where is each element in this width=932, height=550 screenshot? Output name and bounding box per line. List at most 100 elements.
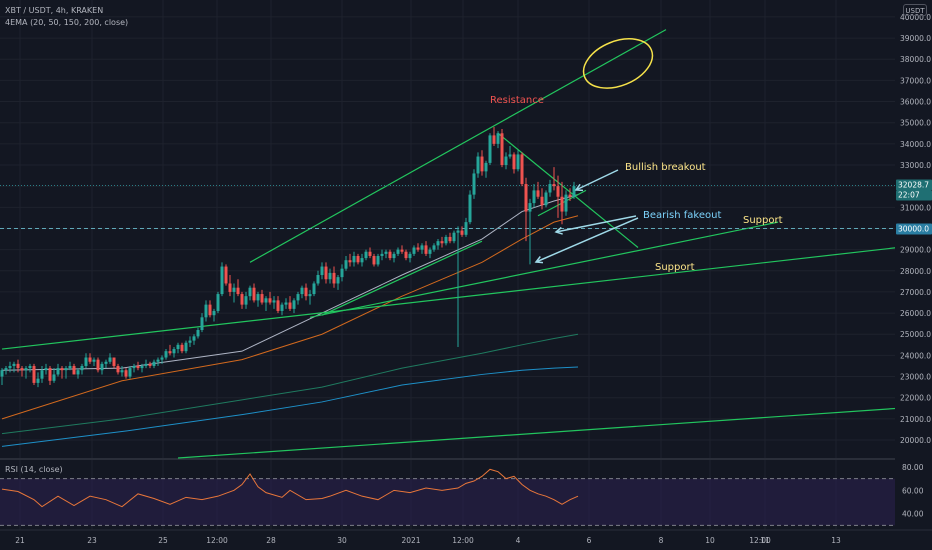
candle-body <box>108 357 112 362</box>
candle <box>160 355 164 364</box>
candle <box>280 302 284 316</box>
candle-body <box>364 251 368 259</box>
candle-body <box>360 258 364 263</box>
badge-text: 22:07 <box>898 191 920 200</box>
candle <box>96 357 100 373</box>
candles[interactable] <box>0 126 576 388</box>
candle-body <box>560 196 564 212</box>
candle <box>40 365 44 383</box>
candle <box>332 266 336 288</box>
candle-body <box>352 255 356 263</box>
candle-body <box>544 192 548 206</box>
arrow-head <box>534 256 544 264</box>
candle <box>8 361 12 373</box>
candle-body <box>124 370 128 377</box>
candle <box>32 363 36 386</box>
candle-body <box>292 300 296 309</box>
candle <box>380 249 384 261</box>
candle <box>420 243 424 254</box>
candle-body <box>388 251 392 259</box>
candle-body <box>372 255 376 265</box>
candle <box>472 169 476 199</box>
candle <box>140 363 144 373</box>
price-tick-label: 20000.0 <box>900 436 931 445</box>
candle <box>476 152 480 178</box>
candle <box>284 298 288 309</box>
candle-body <box>288 302 292 309</box>
candle-body <box>16 363 20 369</box>
candle-body <box>516 154 520 170</box>
candle <box>432 243 436 252</box>
price-tick-label: 40000.0 <box>900 13 931 22</box>
candle-body <box>300 287 304 295</box>
target-ellipse <box>582 38 654 89</box>
candle <box>552 167 556 191</box>
candle <box>340 264 344 282</box>
candle-body <box>536 190 540 197</box>
candle <box>52 368 56 383</box>
price-tick-label: 36000.0 <box>900 98 931 107</box>
currency-button[interactable]: USDT <box>903 4 927 16</box>
price-tick-label: 39000.0 <box>900 34 931 43</box>
candle-body <box>468 194 472 223</box>
candle <box>508 145 512 159</box>
candle <box>248 285 252 301</box>
candle-body <box>148 363 152 366</box>
candle-body <box>416 247 420 250</box>
candle <box>4 365 8 375</box>
trendline-long-term-support <box>177 407 899 459</box>
candle-body <box>368 251 372 256</box>
candle <box>200 313 204 333</box>
candle <box>516 150 520 172</box>
candle <box>364 249 368 261</box>
candle <box>196 327 200 339</box>
candle <box>68 361 72 371</box>
candle-body <box>268 298 272 303</box>
candle <box>416 243 420 252</box>
candle-body <box>564 194 568 212</box>
candle-body <box>160 357 164 360</box>
candle-body <box>196 330 200 337</box>
candle-body <box>216 294 220 311</box>
candle-body <box>512 154 516 170</box>
time-tick-label: 12:00 <box>749 536 771 545</box>
candle-body <box>408 253 412 259</box>
candle-body <box>568 194 572 197</box>
candle-body <box>252 287 256 301</box>
rsi-band-fill <box>0 478 895 526</box>
candle-body <box>552 184 556 187</box>
candle-body <box>532 190 536 204</box>
candle-body <box>92 359 96 362</box>
candle-body <box>176 344 180 350</box>
candle <box>72 363 76 375</box>
candle-body <box>168 351 172 354</box>
candle <box>268 291 272 305</box>
candle <box>92 357 96 366</box>
candle-body <box>144 363 148 366</box>
rsi-indicator <box>1 468 579 508</box>
candle-body <box>204 304 208 318</box>
rsi-tick-label: 80.00 <box>902 463 924 472</box>
candle <box>456 226 460 347</box>
time-tick-label: 28 <box>266 536 276 545</box>
candle-body <box>404 251 408 259</box>
time-tick-label: 13 <box>831 536 841 545</box>
badge-text: 30000.0 <box>898 224 929 233</box>
candle-body <box>140 365 144 369</box>
candle <box>452 230 456 244</box>
candle <box>76 368 80 379</box>
time-tick-label: 12:00 <box>206 536 228 545</box>
dashed-level-badge: 30000.0 <box>896 223 932 235</box>
candle <box>484 160 488 178</box>
candle-body <box>240 294 244 305</box>
candle-body <box>520 154 524 185</box>
candle-body <box>44 368 48 371</box>
time-tick-label: 25 <box>158 536 168 545</box>
trendline-resistance <box>249 29 667 263</box>
candle <box>540 188 544 210</box>
candle <box>168 344 172 356</box>
candle-body <box>420 245 424 250</box>
